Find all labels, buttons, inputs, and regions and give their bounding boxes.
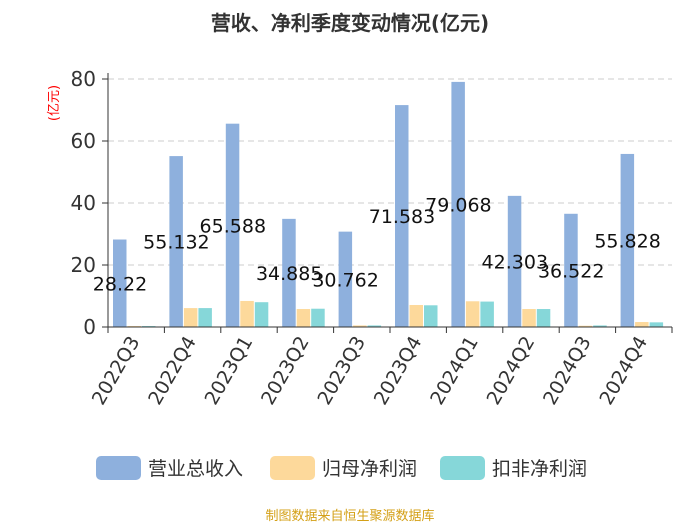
data-label: 55.828 (594, 230, 660, 252)
bar-2-2024Q1 (480, 301, 494, 327)
bar-1-2024Q4 (635, 322, 649, 327)
legend-label-2: 扣非净利润 (492, 458, 587, 480)
y-tick-label: 80 (71, 67, 96, 91)
legend-swatch-0 (96, 456, 141, 480)
bar-0-2024Q3 (564, 213, 578, 327)
data-label: 30.762 (312, 269, 378, 291)
x-tick-label: 2023Q3 (313, 333, 370, 409)
bar-0-2024Q2 (507, 195, 522, 327)
data-label: 65.588 (200, 215, 266, 237)
legend-label-1: 归母净利润 (322, 458, 417, 480)
data-label: 28.22 (93, 273, 147, 295)
bar-2-2024Q2 (536, 309, 551, 327)
data-label: 42.303 (482, 251, 548, 273)
x-tick-label: 2024Q1 (426, 332, 483, 408)
bar-0-2023Q3 (338, 231, 353, 327)
y-tick-label: 20 (71, 253, 96, 277)
data-label: 71.583 (369, 206, 435, 228)
bar-2-2023Q1 (254, 302, 269, 327)
bar-0-2024Q1 (451, 81, 465, 328)
bar-2-2023Q3 (367, 325, 382, 327)
bar-1-2024Q1 (465, 301, 480, 327)
legend-swatch-2 (440, 456, 485, 480)
data-label: 55.132 (143, 232, 209, 254)
chart-title: 营收、净利季度变动情况(亿元) (211, 11, 489, 35)
x-tick-label: 2023Q2 (257, 333, 314, 409)
data-label: 79.068 (425, 194, 491, 216)
x-tick-label: 2024Q4 (595, 333, 652, 409)
y-axis-label: (亿元) (47, 85, 62, 121)
bar-1-2023Q2 (296, 309, 311, 327)
bar-1-2023Q1 (240, 300, 254, 327)
bar-0-2024Q4 (620, 153, 635, 327)
footer-source: 制图数据来自恒生聚源数据库 (265, 508, 434, 524)
x-tick-label: 2022Q4 (144, 333, 201, 409)
bar-1-2024Q3 (578, 325, 593, 327)
bar-2-2023Q2 (311, 308, 325, 327)
legend-swatch-1 (270, 456, 315, 480)
bar-2-2024Q4 (649, 322, 664, 327)
bar-1-2024Q2 (522, 309, 536, 327)
x-tick-label: 2023Q1 (201, 333, 258, 409)
bar-0-2023Q4 (395, 105, 409, 327)
y-tick-label: 0 (83, 315, 96, 339)
y-tick-label: 60 (71, 129, 96, 153)
bar-0-2023Q1 (225, 123, 240, 327)
x-tick-label: 2023Q4 (370, 333, 427, 409)
bar-0-2022Q3 (113, 239, 127, 327)
bar-0-2022Q4 (169, 156, 183, 327)
bar-0-2023Q2 (282, 218, 296, 327)
data-label: 34.885 (256, 263, 322, 285)
y-tick-label: 40 (71, 191, 96, 215)
bar-1-2023Q4 (409, 304, 423, 327)
bar-1-2023Q3 (353, 325, 367, 327)
legend-label-0: 营业总收入 (148, 458, 243, 480)
bar-1-2022Q4 (183, 308, 198, 327)
bar-2-2023Q4 (424, 305, 438, 327)
bar-2-2024Q3 (593, 325, 607, 327)
bar-2-2022Q4 (198, 308, 212, 327)
x-tick-label: 2022Q3 (88, 333, 145, 409)
data-label: 36.522 (538, 260, 604, 282)
x-tick-label: 2024Q2 (483, 333, 540, 409)
x-tick-label: 2024Q3 (539, 333, 596, 409)
